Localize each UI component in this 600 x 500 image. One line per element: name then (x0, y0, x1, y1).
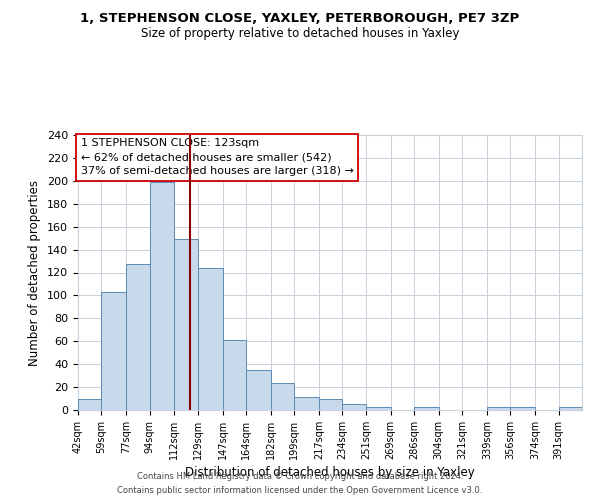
Bar (223, 340, 246, 410)
Bar (511, 406, 535, 410)
Text: Contains public sector information licensed under the Open Government Licence v3: Contains public sector information licen… (118, 486, 482, 495)
Bar (319, 398, 343, 410)
Bar (559, 406, 582, 410)
Bar (126, 264, 149, 410)
Bar (487, 406, 511, 410)
Bar (366, 406, 391, 410)
Bar (271, 382, 294, 410)
Text: 1 STEPHENSON CLOSE: 123sqm
← 62% of detached houses are smaller (542)
37% of sem: 1 STEPHENSON CLOSE: 123sqm ← 62% of deta… (81, 138, 353, 176)
Bar (294, 398, 319, 410)
Y-axis label: Number of detached properties: Number of detached properties (28, 180, 41, 366)
Bar (414, 406, 439, 410)
Bar (101, 292, 126, 410)
Text: Contains HM Land Registry data © Crown copyright and database right 2024.: Contains HM Land Registry data © Crown c… (137, 472, 463, 481)
Bar (198, 268, 223, 410)
Bar (246, 370, 271, 410)
Bar (78, 398, 101, 410)
Bar (149, 182, 175, 410)
Bar (343, 404, 366, 410)
Bar (175, 240, 198, 410)
X-axis label: Distribution of detached houses by size in Yaxley: Distribution of detached houses by size … (185, 466, 475, 479)
Text: Size of property relative to detached houses in Yaxley: Size of property relative to detached ho… (141, 28, 459, 40)
Text: 1, STEPHENSON CLOSE, YAXLEY, PETERBOROUGH, PE7 3ZP: 1, STEPHENSON CLOSE, YAXLEY, PETERBOROUG… (80, 12, 520, 26)
